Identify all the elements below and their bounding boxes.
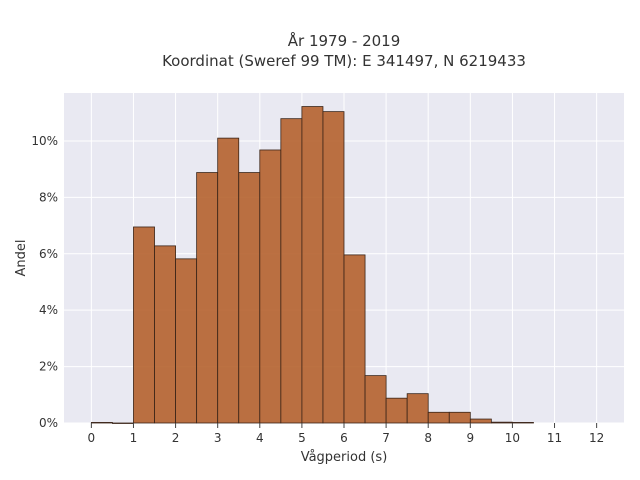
histogram-bar — [280, 118, 303, 424]
histogram-bar — [427, 411, 450, 424]
histogram-bar — [238, 172, 261, 424]
y-axis-label: Andel — [14, 240, 29, 277]
y-tick-label: 8% — [39, 190, 58, 204]
histogram-bar — [469, 418, 492, 424]
x-tick-label: 8 — [424, 431, 432, 445]
histogram-bar — [112, 422, 134, 424]
x-tick-label: 5 — [298, 431, 306, 445]
x-axis-ticks: 0 1 2 3 4 5 6 7 8 9 10 11 12 — [88, 423, 604, 445]
x-axis-label: Vågperiod (s) — [301, 450, 388, 465]
histogram-bar — [385, 397, 408, 424]
chart-title-line-2: Koordinat (Sweref 99 TM): E 341497, N 62… — [162, 52, 526, 70]
x-tick-label: 4 — [256, 431, 264, 445]
histogram-bar — [343, 254, 366, 424]
y-tick-label: 0% — [39, 416, 58, 430]
x-tick-label: 12 — [589, 431, 604, 445]
histogram-bar — [406, 393, 429, 424]
chart-title-line-1: År 1979 - 2019 — [288, 31, 401, 50]
histogram-bar — [154, 245, 176, 424]
y-tick-label: 6% — [39, 247, 58, 261]
histogram-bar — [322, 111, 345, 424]
histogram-bar — [490, 421, 513, 424]
x-tick-label: 11 — [547, 431, 562, 445]
x-tick-label: 6 — [340, 431, 348, 445]
x-tick-label: 9 — [466, 431, 474, 445]
histogram-bar — [175, 258, 198, 424]
histogram-bar — [90, 422, 113, 424]
y-tick-label: 4% — [39, 303, 58, 317]
y-axis-ticks: 0% 2% 4% 6% 8% 10% — [31, 134, 58, 430]
bars — [90, 106, 534, 424]
histogram-bar — [259, 149, 282, 424]
histogram-bar — [301, 106, 324, 424]
y-tick-label: 10% — [31, 134, 58, 148]
histogram-bar — [196, 172, 219, 424]
histogram-bar — [364, 375, 387, 424]
histogram-bar — [133, 226, 155, 424]
histogram-bar — [217, 137, 240, 424]
x-tick-label: 3 — [214, 431, 222, 445]
histogram-bar — [448, 411, 471, 424]
x-tick-label: 7 — [382, 431, 390, 445]
x-tick-label: 0 — [88, 431, 96, 445]
y-tick-label: 2% — [39, 360, 58, 374]
histogram-bar — [512, 422, 534, 424]
x-tick-label: 2 — [172, 431, 180, 445]
x-tick-label: 10 — [505, 431, 520, 445]
x-tick-label: 1 — [130, 431, 138, 445]
